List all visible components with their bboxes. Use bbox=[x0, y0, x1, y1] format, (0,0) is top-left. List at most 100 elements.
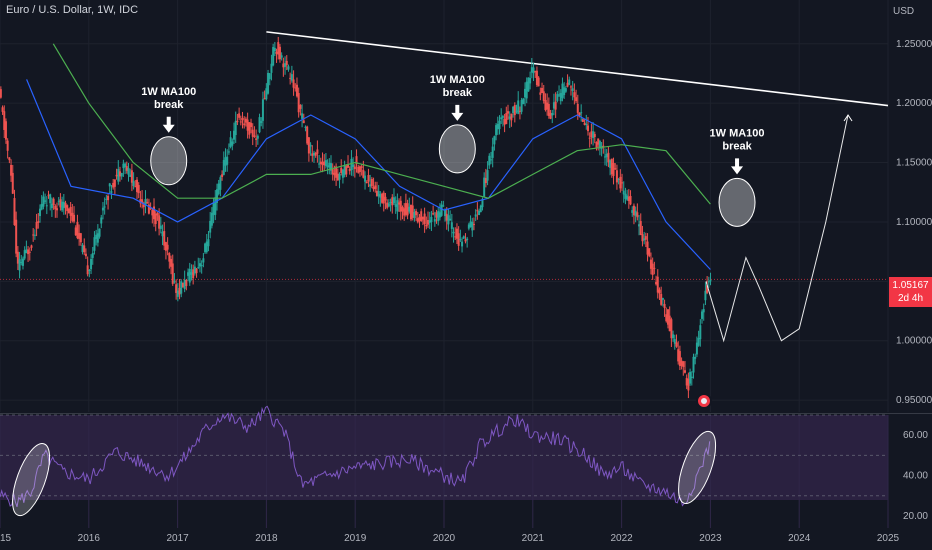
candle-body bbox=[23, 250, 26, 259]
annotation-label: break bbox=[443, 87, 473, 99]
candle-body bbox=[161, 231, 164, 237]
price-tick-label: 0.95000 bbox=[896, 395, 932, 406]
candle-body bbox=[297, 93, 300, 113]
candle-body bbox=[52, 198, 55, 205]
candle-body bbox=[115, 174, 118, 177]
candle-body bbox=[478, 210, 481, 216]
candle-body bbox=[47, 194, 50, 196]
candle-body bbox=[377, 190, 380, 197]
candle-body bbox=[86, 265, 89, 275]
candle-body bbox=[542, 91, 545, 101]
candle-body bbox=[389, 202, 392, 204]
candle-body bbox=[406, 203, 409, 216]
candle-body bbox=[546, 102, 549, 110]
annotation-label: 1W MA100 bbox=[710, 127, 765, 139]
candle-body bbox=[304, 126, 307, 128]
event-flag-icon[interactable] bbox=[696, 393, 712, 409]
candle-body bbox=[335, 166, 338, 178]
candle-body bbox=[566, 82, 569, 87]
candle-body bbox=[702, 309, 705, 313]
candle-body bbox=[268, 73, 271, 80]
candle-body bbox=[508, 116, 511, 119]
candle-body bbox=[83, 245, 86, 253]
candle-body bbox=[282, 63, 285, 68]
candle-body bbox=[520, 100, 523, 112]
candle-body bbox=[233, 130, 236, 140]
candle-body bbox=[347, 164, 350, 168]
highlight-circle bbox=[718, 177, 756, 227]
candle-body bbox=[638, 224, 641, 227]
candle-body bbox=[575, 97, 578, 102]
candle-body bbox=[547, 104, 550, 116]
candle-body bbox=[627, 196, 630, 202]
candle-body bbox=[170, 258, 173, 267]
candle-body bbox=[158, 215, 161, 229]
candle-body bbox=[180, 281, 183, 294]
candle-body bbox=[510, 113, 513, 121]
candle-body bbox=[415, 210, 418, 216]
candle-body bbox=[549, 112, 552, 119]
candle-body bbox=[416, 218, 419, 223]
candle-body bbox=[319, 161, 322, 164]
candle-body bbox=[151, 209, 154, 216]
candle-body bbox=[581, 119, 584, 122]
down-arrow-icon bbox=[731, 158, 744, 175]
candle-body bbox=[404, 203, 407, 215]
candle-body bbox=[590, 131, 593, 138]
candle-body bbox=[370, 179, 373, 187]
candle-body bbox=[466, 238, 469, 241]
candle-body bbox=[91, 253, 94, 258]
moving-average-line-2 bbox=[52, 43, 711, 205]
currency-label: USD bbox=[893, 6, 915, 17]
candle-body bbox=[25, 249, 28, 253]
candle-body bbox=[452, 231, 455, 234]
candle-body bbox=[624, 193, 627, 199]
candle-body bbox=[125, 166, 128, 171]
candle-body bbox=[430, 216, 433, 222]
candle-body bbox=[93, 237, 96, 251]
candle-body bbox=[423, 213, 426, 224]
candle-body bbox=[646, 241, 649, 255]
candle-body bbox=[467, 224, 470, 229]
candle-body bbox=[672, 334, 675, 339]
candle-body bbox=[79, 233, 82, 243]
candle-body bbox=[496, 124, 499, 130]
candle-body bbox=[159, 225, 162, 229]
candle-body bbox=[193, 266, 196, 274]
candle-body bbox=[541, 87, 544, 94]
candle-body bbox=[598, 141, 601, 149]
candle-body bbox=[202, 258, 205, 263]
candle-body bbox=[56, 208, 59, 211]
time-tick-label: 2021 bbox=[522, 533, 545, 544]
candle-body bbox=[472, 223, 475, 225]
candle-body bbox=[164, 242, 167, 251]
candle-body bbox=[265, 88, 268, 100]
candle-body bbox=[471, 221, 474, 231]
candle-body bbox=[457, 233, 460, 246]
candle-body bbox=[0, 89, 2, 98]
candle-body bbox=[137, 185, 140, 194]
candle-body bbox=[277, 42, 280, 55]
candle-body bbox=[585, 123, 588, 126]
candle-body bbox=[284, 63, 287, 67]
candle-body bbox=[222, 160, 225, 175]
candle-body bbox=[307, 137, 310, 154]
candle-body bbox=[261, 99, 264, 121]
candle-body bbox=[28, 251, 31, 253]
candle-body bbox=[593, 134, 596, 137]
candle-body bbox=[411, 205, 414, 218]
candle-body bbox=[30, 245, 33, 248]
down-arrow-icon bbox=[162, 116, 175, 133]
candle-body bbox=[689, 371, 692, 384]
candle-body bbox=[299, 105, 302, 109]
candle-body bbox=[132, 181, 135, 186]
candle-body bbox=[609, 160, 612, 168]
candle-body bbox=[341, 169, 344, 178]
candle-body bbox=[171, 263, 174, 284]
candle-body bbox=[188, 269, 191, 283]
candle-body bbox=[634, 210, 637, 216]
candle-body bbox=[532, 67, 535, 74]
candle-body bbox=[619, 176, 622, 189]
candle-body bbox=[425, 224, 428, 227]
